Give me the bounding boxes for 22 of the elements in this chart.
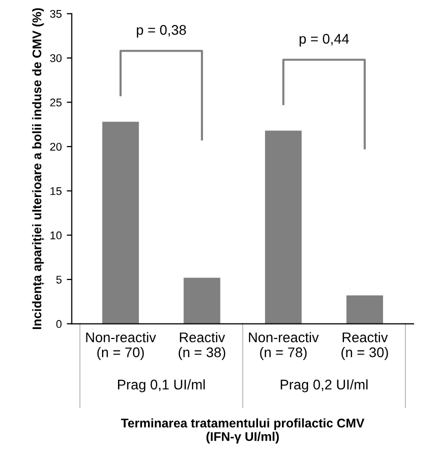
x-tick-label: Reactiv (n = 30) [341,332,388,360]
y-tick-label: 20 [50,142,62,151]
x-axis-title: Terminarea tratamentului profilactic CMV (IFN-γ UI/ml) [121,418,364,444]
y-tick-label: 30 [50,54,62,62]
bar [265,130,302,324]
x-tick-label: Non-reactiv (n = 70) [86,332,156,360]
y-tick-label: 35 [50,10,62,18]
bar [102,122,139,324]
annotation: p = 0,38 [136,25,186,38]
y-tick-label: 25 [50,98,62,106]
y-tick-label: 15 [50,187,62,196]
bar [346,295,384,324]
bar [184,278,220,324]
text: Prag 0,2 UI/ml [280,379,368,392]
annotation: p = 0,44 [300,34,349,46]
y-tick-label: 10 [50,231,62,240]
y-tick-label: 0 [56,320,62,328]
y-tick-label: 5 [56,276,62,284]
x-tick-label: Non-reactiv (n = 78) [248,332,319,360]
x-tick-label: Reactiv (n = 38) [178,332,226,360]
y-axis-title: Incidența apariției ulterioare a bolii induse de CMV (%) [32,8,44,330]
text: Prag 0,1 UI/ml [118,379,205,392]
